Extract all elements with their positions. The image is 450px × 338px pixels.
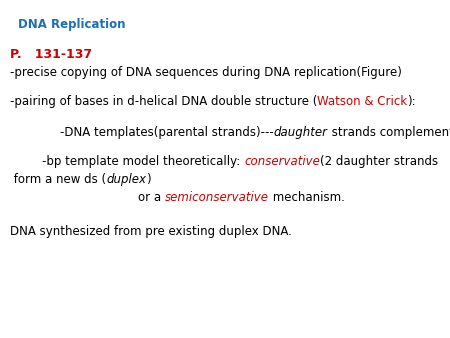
Text: -bp template model theoretically:: -bp template model theoretically: bbox=[42, 155, 244, 168]
Text: Watson & Crick: Watson & Crick bbox=[317, 95, 408, 108]
Text: -precise copying of DNA sequences during DNA replication(Figure): -precise copying of DNA sequences during… bbox=[10, 66, 402, 79]
Text: form a new ds (: form a new ds ( bbox=[10, 173, 106, 186]
Text: or a: or a bbox=[138, 191, 165, 204]
Text: ):: ): bbox=[408, 95, 416, 108]
Text: DNA synthesized from pre existing duplex DNA.: DNA synthesized from pre existing duplex… bbox=[10, 225, 292, 238]
Text: -DNA templates(parental strands)---: -DNA templates(parental strands)--- bbox=[60, 126, 274, 139]
Text: DNA Replication: DNA Replication bbox=[18, 18, 126, 31]
Text: strands complementary: strands complementary bbox=[328, 126, 450, 139]
Text: P.   131-137: P. 131-137 bbox=[10, 48, 92, 61]
Text: mechanism.: mechanism. bbox=[269, 191, 345, 204]
Text: daughter: daughter bbox=[274, 126, 328, 139]
Text: semiconservative: semiconservative bbox=[165, 191, 269, 204]
Text: duplex: duplex bbox=[106, 173, 146, 186]
Text: conservative: conservative bbox=[244, 155, 320, 168]
Text: -pairing of bases in d-helical DNA double structure (: -pairing of bases in d-helical DNA doubl… bbox=[10, 95, 317, 108]
Text: (2 daughter strands: (2 daughter strands bbox=[320, 155, 438, 168]
Text: ): ) bbox=[146, 173, 151, 186]
